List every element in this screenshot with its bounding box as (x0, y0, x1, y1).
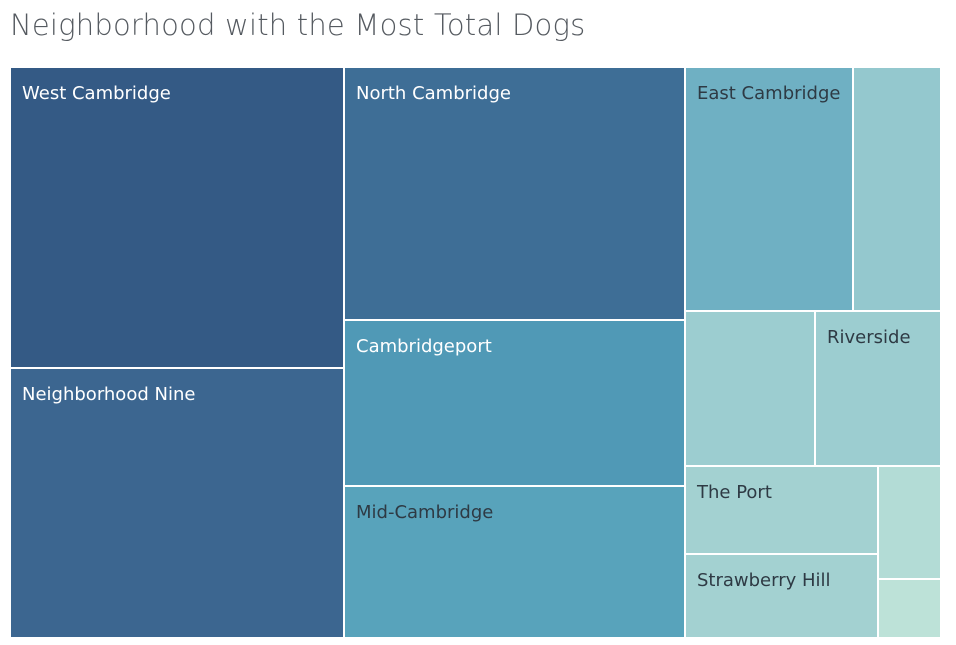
tile-label: Riverside (827, 327, 911, 348)
tile-label: Neighborhood Nine (22, 384, 196, 405)
tile-unlabeled-7[interactable] (686, 312, 816, 467)
tile-the-port[interactable]: The Port (686, 467, 879, 555)
tile-cambridgeport[interactable]: Cambridgeport (345, 321, 686, 487)
chart-title: Neighborhood with the Most Total Dogs (10, 8, 586, 42)
tile-north-cambridge[interactable]: North Cambridge (345, 68, 686, 321)
tile-neighborhood-nine[interactable]: Neighborhood Nine (11, 369, 345, 639)
tile-mid-cambridge[interactable]: Mid-Cambridge (345, 487, 686, 639)
tile-unlabeled-12[interactable] (879, 580, 942, 639)
tile-east-cambridge[interactable]: East Cambridge (686, 68, 854, 312)
tile-label: Mid-Cambridge (356, 502, 494, 523)
tile-label: North Cambridge (356, 83, 511, 104)
tile-west-cambridge[interactable]: West Cambridge (11, 68, 345, 369)
tile-riverside[interactable]: Riverside (816, 312, 942, 467)
tile-label: West Cambridge (22, 83, 171, 104)
tile-label: Cambridgeport (356, 336, 492, 357)
tile-strawberry-hill[interactable]: Strawberry Hill (686, 555, 879, 639)
tile-label: Strawberry Hill (697, 570, 831, 591)
tile-label: The Port (697, 482, 772, 503)
tile-label: East Cambridge (697, 83, 841, 104)
tile-unlabeled-11[interactable] (879, 467, 942, 580)
tile-unlabeled-6[interactable] (854, 68, 942, 312)
